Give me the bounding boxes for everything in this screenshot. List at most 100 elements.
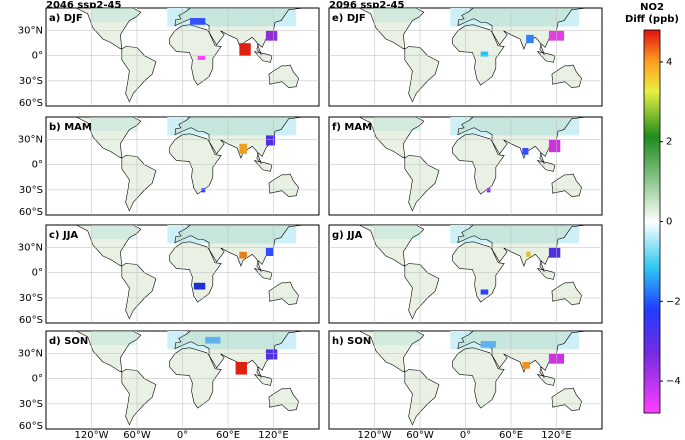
land: [57, 7, 142, 50]
lon-tick-label: 120°W: [75, 430, 109, 440]
land: [457, 224, 595, 273]
lon-tick-label: 60°E: [216, 430, 240, 440]
lat-tick-label: 0°: [32, 51, 43, 62]
land: [551, 173, 582, 197]
hotspot: [526, 34, 534, 44]
lat-tick-label: 30°N: [18, 135, 43, 146]
map-panel: 30°N 0° 30°S 60°S b) MAM: [18, 116, 320, 218]
shade: [374, 117, 420, 132]
land: [340, 224, 425, 267]
hotspot: [265, 135, 276, 146]
colorbar-unit: Diff (ppb): [625, 14, 679, 25]
hotspot: [480, 341, 496, 348]
shade: [374, 225, 420, 240]
colorbar-tick-label: 4: [666, 57, 672, 68]
lat-tick-label: 60°S: [19, 315, 43, 326]
land: [268, 64, 299, 88]
land: [340, 7, 425, 50]
lon-tick-label: 120°E: [541, 430, 571, 440]
land: [457, 116, 595, 165]
land: [536, 268, 556, 280]
shade: [167, 117, 297, 136]
lon-tick-label: 120°W: [358, 430, 392, 440]
land: [404, 155, 440, 212]
hotspot: [197, 55, 206, 60]
land: [268, 173, 299, 197]
shade: [167, 225, 297, 244]
hotspot: [548, 247, 561, 258]
hotspot: [522, 361, 530, 369]
lon-tick-label: 60°E: [499, 430, 523, 440]
shade: [374, 8, 420, 23]
hotspot: [235, 361, 247, 375]
land: [404, 369, 440, 426]
lat-tick-label: 60°S: [19, 207, 43, 218]
land: [340, 116, 425, 159]
shade: [450, 225, 580, 244]
lat-tick-label: 30°S: [19, 185, 43, 196]
panel-label: e) DJF: [332, 13, 366, 24]
colorbar: [643, 29, 661, 414]
hotspot: [205, 336, 221, 344]
shade: [167, 331, 297, 350]
map-panel: e) DJF: [328, 7, 603, 107]
land: [121, 155, 157, 212]
colorbar-title: NO2: [640, 2, 664, 13]
lat-tick-label: 30°N: [18, 349, 43, 360]
shade: [91, 8, 137, 23]
land: [57, 116, 142, 159]
lat-tick-label: 0°: [32, 374, 43, 385]
hotspot: [239, 251, 247, 259]
land: [174, 7, 312, 56]
hotspot: [265, 247, 274, 256]
land: [253, 374, 273, 386]
panel-label: g) JJA: [332, 230, 363, 241]
land: [253, 268, 273, 280]
land: [457, 7, 595, 56]
map-panel: 30°N 0° 30°S 60°S c) JJA: [18, 224, 320, 326]
lat-tick-label: 30°S: [19, 76, 43, 87]
land: [253, 160, 273, 172]
lat-tick-label: 30°N: [18, 243, 43, 254]
panel-label: d) SON: [49, 336, 88, 347]
lon-tick-label: 0°: [177, 430, 188, 440]
lat-tick-label: 30°N: [18, 26, 43, 37]
panel-label: f) MAM: [332, 122, 372, 133]
lon-tick-label: 0°: [460, 430, 471, 440]
column-title: 2096 ssp2-45: [329, 0, 404, 11]
land: [551, 281, 582, 305]
map-panel: g) JJA: [328, 224, 603, 324]
hotspot: [239, 143, 247, 154]
hotspot: [239, 43, 251, 56]
panel-label: b) MAM: [49, 122, 92, 133]
land: [57, 224, 142, 267]
map-panel: 30°N 0° 30°S 60°S a) DJF: [18, 7, 320, 109]
land: [253, 51, 273, 63]
shade: [450, 8, 580, 27]
lat-tick-label: 30°S: [19, 293, 43, 304]
hotspot: [265, 30, 278, 41]
lat-tick-label: 0°: [32, 268, 43, 279]
column-title: 2046 ssp2-45: [46, 0, 121, 11]
hotspot: [486, 188, 491, 193]
lon-tick-label: 60°W: [406, 430, 434, 440]
shade: [374, 331, 420, 346]
land: [551, 64, 582, 88]
land: [121, 46, 157, 103]
map-panel: f) MAM: [328, 116, 603, 216]
land: [121, 263, 157, 320]
land: [174, 116, 312, 165]
land: [57, 330, 142, 373]
land: [340, 330, 425, 373]
panel-label: c) JJA: [49, 230, 78, 241]
panel-label: h) SON: [332, 336, 371, 347]
hotspot: [480, 289, 489, 295]
hotspot: [190, 18, 206, 25]
colorbar-tick-label: −2: [666, 296, 681, 307]
land: [404, 46, 440, 103]
land: [536, 51, 556, 63]
land: [268, 281, 299, 305]
hotspot: [480, 51, 489, 57]
hotspot: [193, 282, 206, 290]
